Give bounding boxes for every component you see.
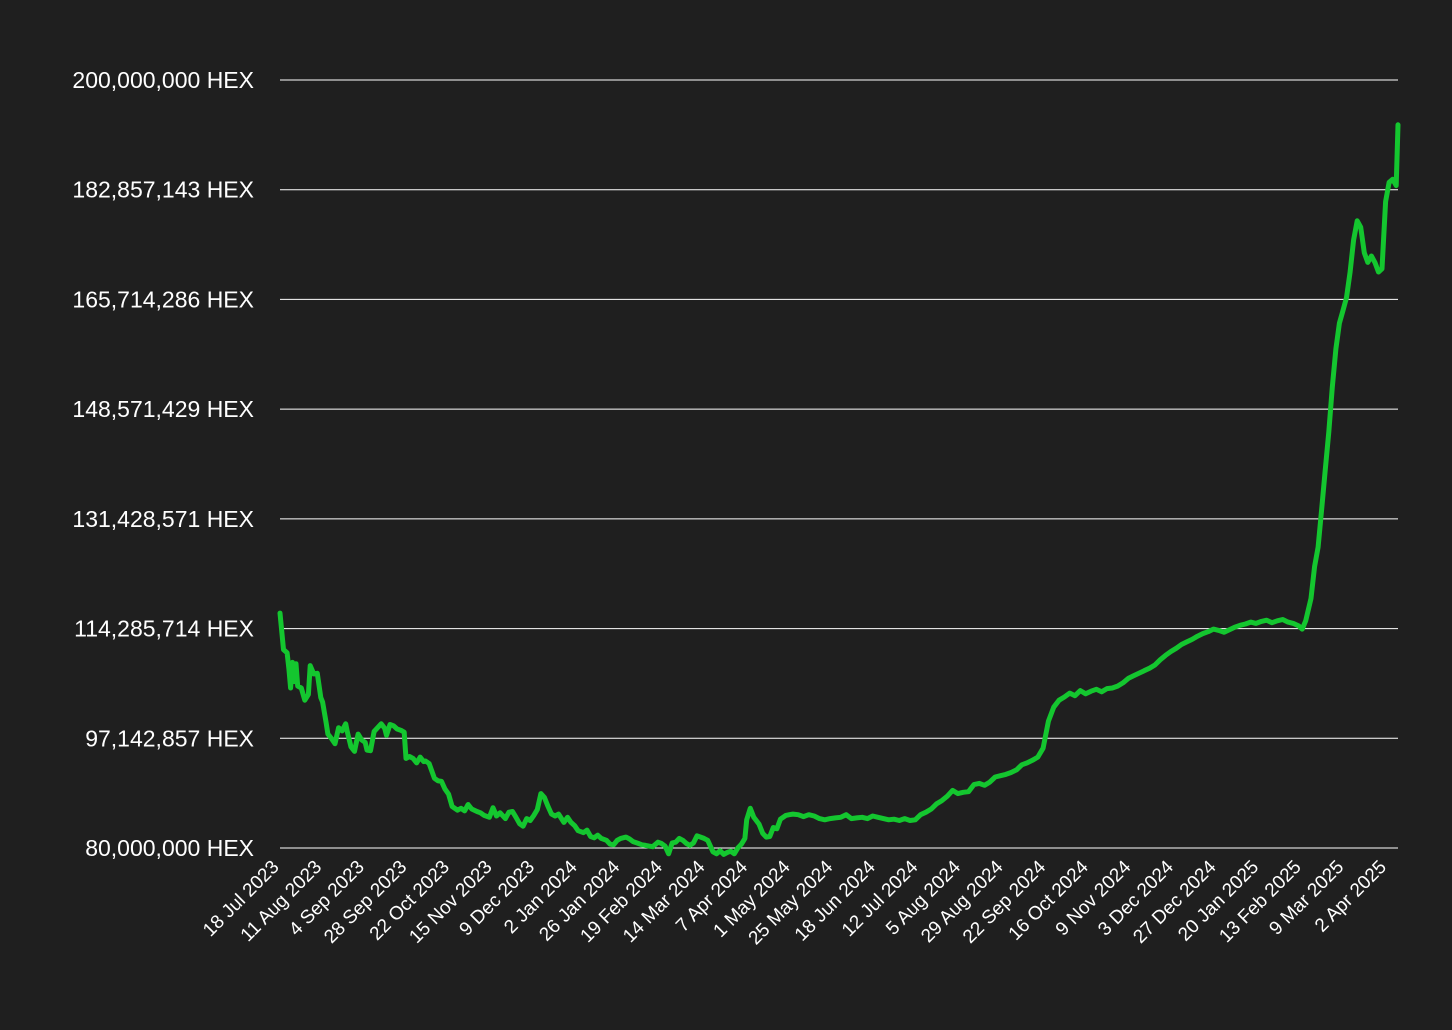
series-group (277, 122, 1401, 857)
y-gridlines (280, 79, 1398, 849)
y-tick-label: 80,000,000 HEX (85, 835, 254, 861)
y-tick-label: 182,857,143 HEX (72, 177, 254, 203)
y-tick-label: 148,571,429 HEX (72, 396, 254, 422)
y-tick-label: 200,000,000 HEX (72, 67, 254, 93)
y-tick-label: 131,428,571 HEX (72, 506, 254, 532)
y-axis-tick-labels: 80,000,000 HEX 97,142,857 HEX 114,285,714 … (72, 67, 254, 861)
series-line (277, 122, 1401, 857)
y-tick-label: 114,285,714 HEX (74, 616, 254, 642)
y-tick-label: 97,142,857 HEX (85, 725, 254, 751)
y-tick-label: 165,714,286 HEX (72, 286, 254, 312)
